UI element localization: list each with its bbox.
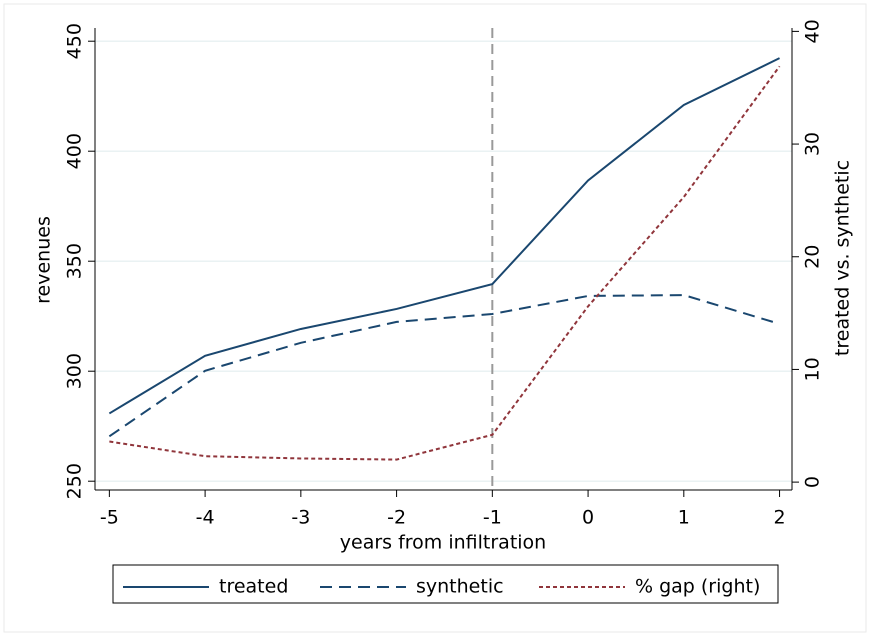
y-tick-label: 250 xyxy=(64,463,86,499)
y2-tick-label: 40 xyxy=(802,19,824,43)
series-line xyxy=(108,294,780,438)
y-tick-label: 450 xyxy=(64,23,86,59)
y2-tick-label: 20 xyxy=(802,245,824,269)
x-tick-label: 0 xyxy=(582,507,594,529)
x-tick-label: -4 xyxy=(196,507,215,529)
x-tick-label: 1 xyxy=(678,507,690,529)
legend-label: % gap (right) xyxy=(635,576,760,598)
y-axis-title: revenues xyxy=(33,216,55,304)
legend-label: treated xyxy=(219,576,288,598)
series-line xyxy=(109,65,781,461)
x-tick-label: 2 xyxy=(774,507,786,529)
x-tick-label: -2 xyxy=(387,507,406,529)
y2-axis-title: treated vs. synthetic xyxy=(832,160,854,356)
y2-tick-label: 0 xyxy=(802,476,824,488)
legend-label: synthetic xyxy=(416,576,504,598)
y2-tick-label: 10 xyxy=(802,357,824,381)
x-tick-label: -1 xyxy=(483,507,502,529)
y-tick-label: 300 xyxy=(64,353,86,389)
y-tick-label: 400 xyxy=(64,133,86,169)
series-line xyxy=(108,57,780,415)
y2-tick-label: 30 xyxy=(802,132,824,156)
y-tick-label: 350 xyxy=(64,243,86,279)
x-tick-label: -3 xyxy=(291,507,310,529)
x-axis-title: years from infiltration xyxy=(340,532,546,554)
x-tick-label: -5 xyxy=(100,507,119,529)
legend-box xyxy=(112,564,779,604)
